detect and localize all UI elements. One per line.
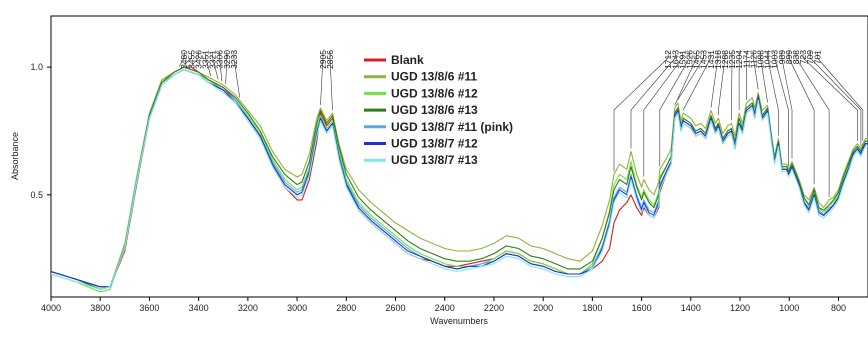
peak-leader-line — [677, 52, 704, 101]
legend-label: UGD 13/8/6 #13 — [391, 103, 478, 117]
peak-label: 3455 — [186, 50, 196, 69]
peak-leader-line — [795, 52, 830, 197]
peak-label: 1431 — [706, 50, 716, 69]
x-tick-label: 3000 — [287, 303, 307, 313]
peak-label: 1204 — [734, 50, 744, 69]
peak-leader-line — [320, 52, 324, 106]
peak-label: 3306 — [215, 50, 225, 69]
series-line-4 — [51, 66, 868, 290]
peak-leader-line — [205, 52, 211, 76]
x-tick-label: 1400 — [681, 303, 701, 313]
legend-label: UGD 13/8/7 #11 (pink) — [391, 120, 513, 134]
x-tick-label: 1600 — [632, 303, 652, 313]
peak-leader-line — [219, 52, 223, 82]
peak-label: 3351 — [201, 50, 211, 69]
legend-label: UGD 13/8/7 #12 — [391, 137, 478, 151]
x-tick-label: 800 — [831, 303, 846, 313]
peak-leader-line — [760, 52, 768, 103]
peak-label: 709 — [805, 50, 815, 64]
peak-leader-line — [643, 52, 683, 177]
peak-label: 723 — [798, 50, 808, 64]
peak-label: 1591 — [677, 50, 687, 69]
peak-leader-line — [674, 52, 697, 106]
legend-label: Blank — [391, 53, 424, 67]
series-line-7 — [51, 69, 868, 290]
peak-label: 1044 — [763, 50, 773, 69]
x-tick-label: 2600 — [386, 303, 406, 313]
x-tick-label: 2000 — [533, 303, 553, 313]
series-line-6 — [51, 69, 868, 288]
legend-label: UGD 13/8/6 #12 — [391, 86, 478, 100]
peak-label: 1643 — [670, 50, 680, 69]
peak-label: 1465 — [692, 50, 702, 69]
peak-label: 3233 — [229, 50, 239, 69]
peak-leader-line — [788, 52, 815, 185]
x-tick-label: 3600 — [139, 303, 159, 313]
tick-layer: 4000 3800 3600 3400 3200 3000 2800 2600 2400 2200… — [30, 62, 846, 313]
peak-leader-line — [233, 52, 240, 98]
x-tick-label: 3400 — [189, 303, 209, 313]
peak-label: 1088 — [756, 50, 766, 69]
series-line-2 — [51, 66, 868, 290]
peak-leader-line — [659, 52, 690, 167]
peak-leader-line — [731, 52, 733, 121]
peak-label: 899 — [784, 50, 794, 64]
x-tick-label: 4000 — [41, 303, 61, 313]
x-tick-label: 2800 — [336, 303, 356, 313]
peak-label: 1712 — [663, 50, 673, 69]
peak-leader-line — [767, 52, 779, 136]
legend-label: UGD 13/8/6 #11 — [391, 70, 477, 84]
peak-label: 1235 — [727, 50, 737, 69]
peak-label: 701 — [812, 50, 822, 64]
peak-leader-line — [816, 52, 864, 141]
x-tick-label: 1800 — [582, 303, 602, 313]
x-tick-label: 3200 — [238, 303, 258, 313]
peak-leader-line — [802, 52, 858, 141]
y-tick-label: 1.0 — [30, 62, 43, 72]
peak-label: 838 — [791, 50, 801, 64]
peak-leader-line — [630, 52, 676, 149]
peak-leader-line — [212, 52, 219, 80]
peak-leader-line — [753, 52, 759, 90]
peak-leader-line — [184, 52, 192, 65]
peak-leader-line — [718, 52, 726, 116]
peak-label: 1318 — [713, 50, 723, 69]
x-tick-label: 1200 — [730, 303, 750, 313]
peak-leader-line — [613, 52, 669, 172]
x-tick-label: 1000 — [779, 303, 799, 313]
peak-leader-line — [781, 52, 793, 159]
peak-label: 1526 — [685, 50, 695, 69]
peak-label: 2905 — [318, 50, 328, 69]
peak-label: 3426 — [193, 50, 203, 69]
x-axis-label: Wavenumbers — [430, 316, 488, 326]
peak-label: 3321 — [208, 50, 218, 69]
series-layer — [51, 66, 868, 293]
peak-leader-line — [682, 52, 712, 111]
peak-leader-line — [710, 52, 719, 108]
peak-leader-line — [329, 52, 333, 111]
x-tick-label: 3800 — [90, 303, 110, 313]
peak-leader-line — [178, 52, 185, 67]
legend: Blank UGD 13/8/6 #11 UGD 13/8/6 #12 UGD 13/… — [364, 53, 513, 167]
y-tick-label: 0.5 — [30, 190, 43, 200]
peak-leader-line — [809, 52, 862, 146]
peak-leader-line — [225, 52, 228, 85]
peak-label: 3480 — [179, 50, 189, 69]
peak-label: 1288 — [720, 50, 730, 69]
peak-leader-line — [192, 52, 199, 66]
peak-label: 1453 — [699, 50, 709, 69]
peak-label: 3290 — [222, 50, 232, 69]
peak-label: 1174 — [741, 50, 751, 69]
legend-label: UGD 13/8/7 #13 — [391, 153, 478, 167]
peak-label: 1126 — [748, 50, 758, 69]
peak-label: 989 — [777, 50, 787, 64]
x-tick-label: 2400 — [435, 303, 455, 313]
x-tick-label: 2200 — [484, 303, 504, 313]
y-axis-label: Absorbance — [10, 132, 20, 180]
peak-leader-line — [774, 52, 789, 167]
peak-label: 1003 — [770, 50, 780, 69]
peak-label: 2856 — [325, 50, 335, 69]
